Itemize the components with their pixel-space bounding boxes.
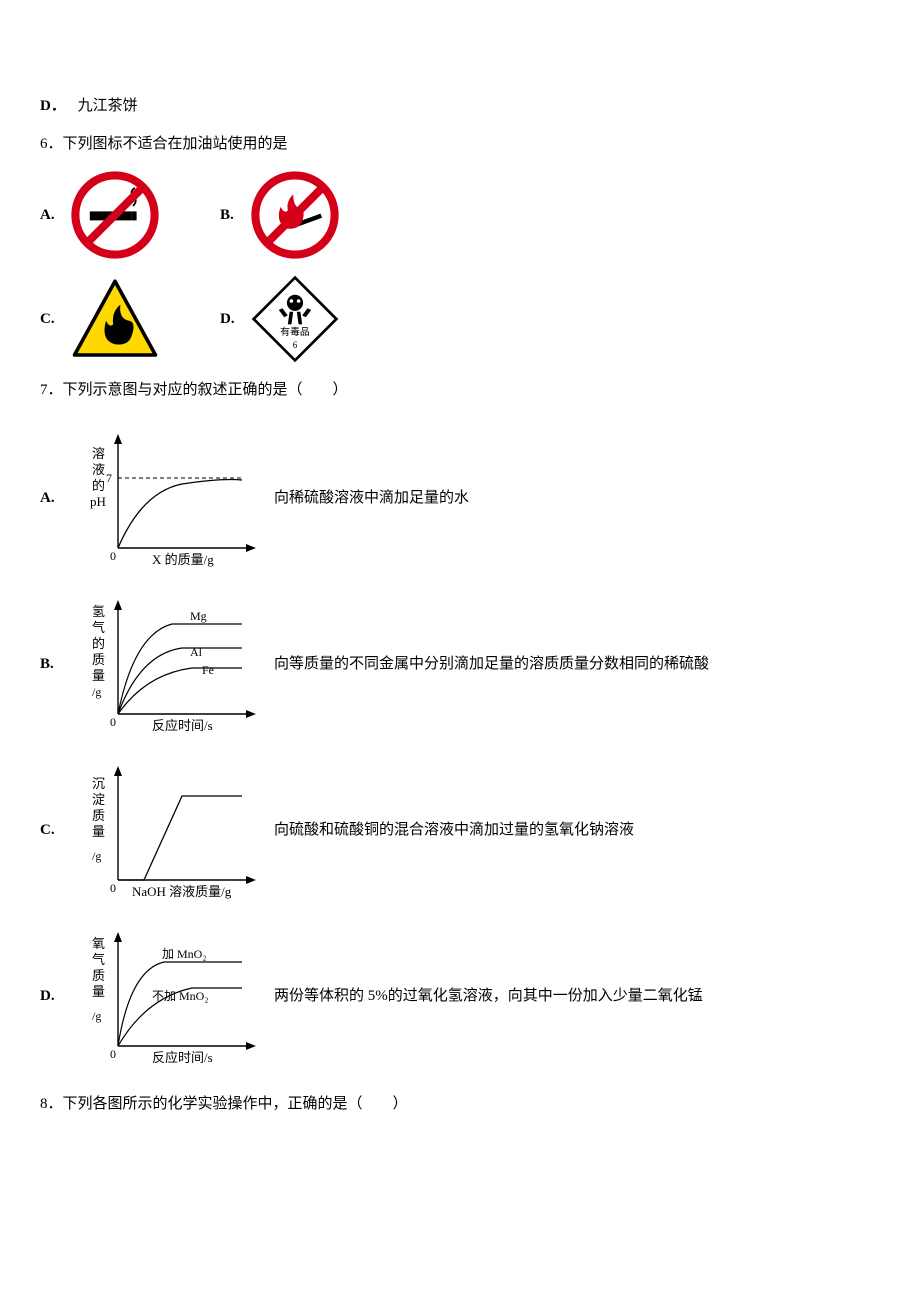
q7-b-desc: 向等质量的不同金属中分别滴加足量的溶质质量分数相同的稀硫酸 (274, 652, 709, 676)
q7-c-chart: 沉 淀 质 量 /g 0 NaOH 溶液质量/g (82, 760, 262, 900)
toxic-icon: 有毒品 6 (250, 274, 340, 364)
svg-text:质: 质 (92, 808, 105, 823)
svg-text:量: 量 (92, 984, 105, 999)
svg-text:/g: /g (92, 849, 101, 863)
q7-b-chart: 氢 气 的 质 量 /g Mg Al Fe 0 反应时间/s (82, 594, 262, 734)
svg-text:7: 7 (106, 471, 112, 485)
q7-c-label: C. (40, 818, 62, 842)
svg-text:气: 气 (92, 952, 105, 967)
q6-option-b: B. (220, 170, 340, 260)
q7-d-chart: 氧 气 质 量 /g 加 MnO₂ 不加 MnO₂ 0 反应时间/s (82, 926, 262, 1066)
q6-c-label: C. (40, 307, 62, 331)
svg-text:的: 的 (92, 478, 105, 493)
svg-text:Fe: Fe (202, 663, 214, 677)
svg-text:量: 量 (92, 824, 105, 839)
q6-a-label: A. (40, 203, 62, 227)
svg-text:质: 质 (92, 968, 105, 983)
q7-option-b: B. 氢 气 的 质 量 /g Mg Al Fe 0 反应时间/s 向等质量的不… (40, 594, 880, 734)
q7-a-chart: 溶 液 的 pH 7 0 X 的质量/g (82, 428, 262, 568)
q6-d-label: D. (220, 307, 242, 331)
svg-text:/g: /g (92, 685, 101, 699)
q7-d-label: D. (40, 984, 62, 1008)
q7-option-d: D. 氧 气 质 量 /g 加 MnO₂ 不加 MnO₂ 0 反应时间/s 两份… (40, 926, 880, 1066)
svg-text:6: 6 (293, 340, 298, 350)
q6-option-d: D. 有毒品 6 (220, 274, 340, 364)
prev-option-d: D． 九江茶饼 (40, 94, 880, 118)
svg-text:氧: 氧 (92, 936, 105, 951)
svg-text:0: 0 (110, 881, 116, 895)
q7-c-desc: 向硫酸和硫酸铜的混合溶液中滴加过量的氢氧化钠溶液 (274, 818, 634, 842)
svg-text:反应时间/s: 反应时间/s (152, 1050, 213, 1065)
svg-text:沉: 沉 (92, 776, 105, 791)
svg-text:0: 0 (110, 1047, 116, 1061)
svg-text:/g: /g (92, 1009, 101, 1023)
no-fire-icon (250, 170, 340, 260)
svg-text:反应时间/s: 反应时间/s (152, 718, 213, 733)
prev-option-d-label: D． (40, 98, 66, 114)
q6-option-c: C. (40, 274, 160, 364)
q6-text: 6．下列图标不适合在加油站使用的是 (40, 132, 880, 156)
svg-text:pH: pH (90, 494, 106, 509)
q6-row2: C. D. 有毒品 6 (40, 274, 880, 364)
svg-text:的: 的 (92, 636, 105, 651)
svg-text:0: 0 (110, 549, 116, 563)
q8-text: 8．下列各图所示的化学实验操作中，正确的是（ ） (40, 1092, 880, 1116)
q6-row1: A. B. (40, 170, 880, 260)
svg-text:气: 气 (92, 620, 105, 635)
svg-text:液: 液 (92, 462, 105, 477)
prev-option-d-text: 九江茶饼 (78, 98, 138, 114)
q7-a-label: A. (40, 486, 62, 510)
q7-text: 7．下列示意图与对应的叙述正确的是（ ） (40, 378, 880, 402)
q6-option-a: A. (40, 170, 160, 260)
svg-text:氢: 氢 (92, 604, 105, 619)
svg-text:0: 0 (110, 715, 116, 729)
q7-d-desc: 两份等体积的 5%的过氧化氢溶液，向其中一份加入少量二氧化锰 (274, 984, 703, 1008)
svg-text:不加 MnO₂: 不加 MnO₂ (152, 989, 209, 1003)
q6-b-label: B. (220, 203, 242, 227)
svg-text:Al: Al (190, 645, 203, 659)
svg-text:加 MnO₂: 加 MnO₂ (162, 947, 207, 961)
q7-b-label: B. (40, 652, 62, 676)
q7-option-a: A. 溶 液 的 pH 7 0 X 的质量/g 向稀硫酸溶液中滴加足量的水 (40, 428, 880, 568)
flammable-warning-icon (70, 274, 160, 364)
svg-text:NaOH 溶液质量/g: NaOH 溶液质量/g (132, 884, 232, 899)
no-smoking-icon (70, 170, 160, 260)
svg-text:X 的质量/g: X 的质量/g (152, 552, 214, 567)
toxic-label: 有毒品 (280, 325, 310, 338)
q7-a-desc: 向稀硫酸溶液中滴加足量的水 (274, 486, 469, 510)
svg-text:淀: 淀 (92, 792, 105, 807)
svg-text:溶: 溶 (92, 446, 105, 461)
svg-text:量: 量 (92, 668, 105, 683)
q7-option-c: C. 沉 淀 质 量 /g 0 NaOH 溶液质量/g 向硫酸和硫酸铜的混合溶液… (40, 760, 880, 900)
svg-text:质: 质 (92, 652, 105, 667)
svg-text:Mg: Mg (190, 609, 207, 623)
